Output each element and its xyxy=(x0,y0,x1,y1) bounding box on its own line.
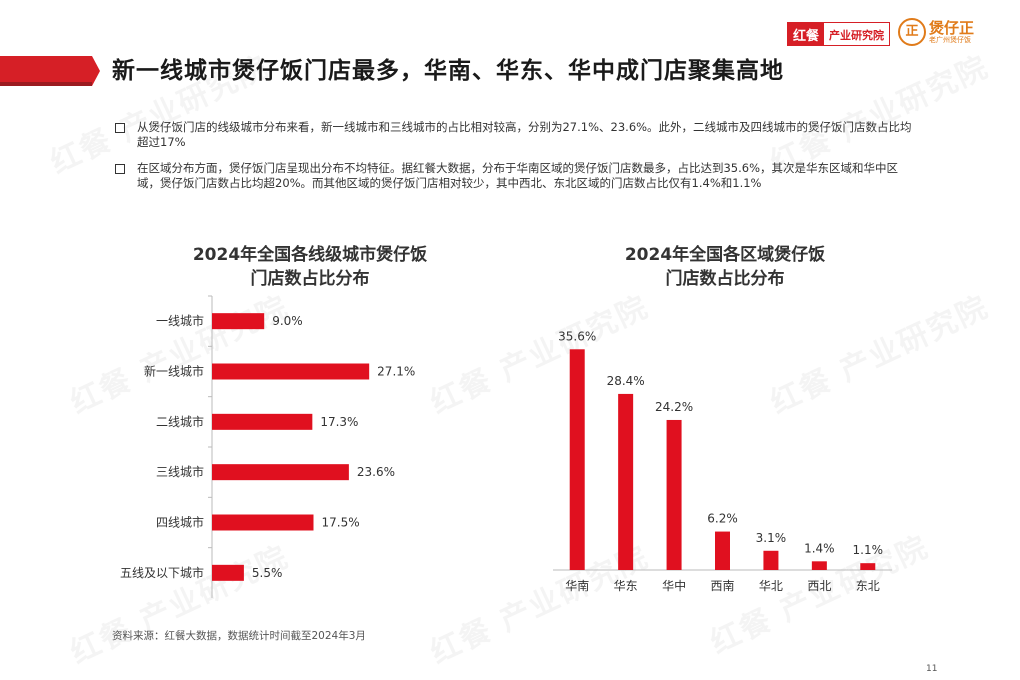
tier-bar xyxy=(212,363,370,380)
page-title: 新一线城市煲仔饭门店最多，华南、华东、华中成门店聚集高地 xyxy=(112,58,784,84)
square-bullet-icon xyxy=(115,123,125,133)
region-category-label: 东北 xyxy=(856,579,880,593)
region-value-label: 3.1% xyxy=(756,531,787,545)
region-value-label: 28.4% xyxy=(607,374,645,388)
tier-bar xyxy=(212,413,313,430)
region-category-label: 华中 xyxy=(662,578,686,593)
header-accent-shadow xyxy=(0,82,92,86)
tier-category-label: 一线城市 xyxy=(156,313,204,328)
region-category-label: 华南 xyxy=(565,578,589,593)
bullet-text: 在区域分布方面，煲仔饭门店呈现出分布不均特征。据红餐大数据，分布于华南区域的煲仔… xyxy=(137,161,899,190)
tier-bar xyxy=(212,313,265,330)
bullet-item: 从煲仔饭门店的线级城市分布来看，新一线城市和三线城市的占比相对较高，分别为27.… xyxy=(115,120,915,150)
region-category-label: 西北 xyxy=(807,579,831,593)
brand-text: 产业研究院 xyxy=(824,23,890,45)
region-value-label: 1.1% xyxy=(853,543,884,557)
tier-value-label: 5.5% xyxy=(252,566,283,580)
header-accent-bar xyxy=(0,56,92,82)
tier-value-label: 17.3% xyxy=(320,415,358,429)
brand-badge: 红餐 xyxy=(788,23,825,45)
tier-bar xyxy=(212,514,314,531)
tier-category-label: 三线城市 xyxy=(156,464,204,479)
partner-seal-icon: 正 xyxy=(898,18,926,46)
tier-category-label: 新一线城市 xyxy=(144,364,204,379)
tier-value-label: 9.0% xyxy=(272,314,303,328)
tier-category-label: 二线城市 xyxy=(156,414,204,429)
chart-title-tier: 2024年全国各线级城市煲仔饭 门店数占比分布 xyxy=(192,245,428,289)
region-category-label: 西南 xyxy=(710,578,734,593)
region-bar xyxy=(763,550,779,570)
brand-logo: 红餐 产业研究院 xyxy=(787,22,891,46)
tier-value-label: 27.1% xyxy=(377,365,415,379)
region-category-label: 华北 xyxy=(759,579,783,593)
tier-category-label: 四线城市 xyxy=(156,515,204,530)
region-value-label: 35.6% xyxy=(558,329,596,343)
tier-bar xyxy=(212,464,349,481)
region-bar xyxy=(666,419,682,570)
square-bullet-icon xyxy=(115,164,125,174)
tier-value-label: 17.5% xyxy=(322,516,360,530)
region-category-label: 华东 xyxy=(614,579,638,593)
header-accent-arrow xyxy=(92,56,100,86)
region-bar xyxy=(618,393,634,570)
bullet-item: 在区域分布方面，煲仔饭门店呈现出分布不均特征。据红餐大数据，分布于华南区域的煲仔… xyxy=(115,161,915,191)
chart-title-region: 2024年全国各区域煲仔饭 门店数占比分布 xyxy=(624,245,826,289)
bullet-text: 从煲仔饭门店的线级城市分布来看，新一线城市和三线城市的占比相对较高，分别为27.… xyxy=(137,120,912,149)
tier-category-label: 五线及以下城市 xyxy=(120,565,204,580)
region-value-label: 24.2% xyxy=(655,400,693,414)
partner-name: 煲仔正 xyxy=(929,18,975,37)
partner-logo: 正 煲仔正 老广州煲仔饭 xyxy=(898,18,974,46)
tier-bar xyxy=(212,564,244,581)
source-note: 资料来源：红餐大数据，数据统计时间截至2024年3月 xyxy=(112,630,366,642)
region-bar xyxy=(811,561,827,570)
region-bar xyxy=(860,563,876,570)
region-value-label: 6.2% xyxy=(707,512,738,526)
region-value-label: 1.4% xyxy=(804,541,835,555)
tier-value-label: 23.6% xyxy=(357,465,395,479)
partner-subtitle: 老广州煲仔饭 xyxy=(929,35,971,44)
region-bar xyxy=(715,531,730,570)
page-number: 11 xyxy=(926,664,938,674)
region-bar xyxy=(569,349,585,570)
